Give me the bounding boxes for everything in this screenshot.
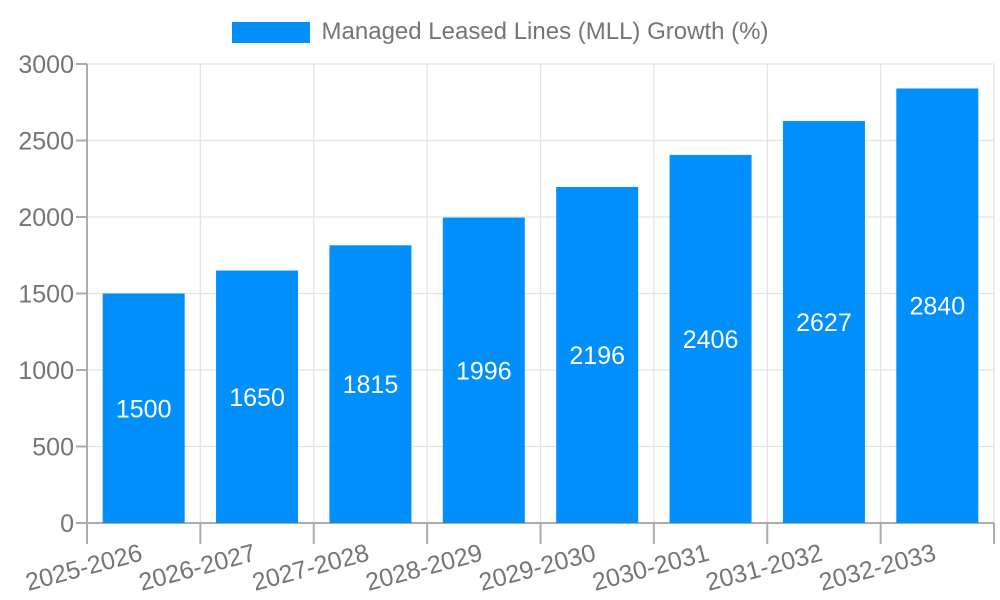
x-tick-label: 2032-2033 [816, 539, 939, 597]
x-tick-label: 2029-2030 [476, 539, 599, 597]
bar[interactable] [556, 187, 639, 523]
bar[interactable] [669, 154, 752, 523]
y-tick-label: 1500 [18, 281, 74, 309]
y-tick-label: 500 [32, 434, 74, 462]
legend-swatch [231, 21, 310, 43]
bar[interactable] [329, 245, 412, 523]
bar-value-label: 1996 [456, 357, 512, 385]
bar[interactable] [216, 270, 299, 523]
bar[interactable] [896, 88, 979, 523]
bar[interactable] [782, 121, 865, 523]
x-tick-label: 2030-2031 [589, 539, 712, 597]
bar-value-label: 2627 [796, 309, 852, 337]
y-tick-label: 1000 [18, 357, 74, 385]
x-tick-label: 2028-2029 [363, 539, 486, 597]
y-tick-label: 0 [60, 510, 74, 538]
y-tick-label: 2500 [18, 128, 74, 156]
bar-value-label: 2196 [569, 342, 625, 370]
bar-value-label: 2406 [683, 326, 739, 354]
bar-value-label: 1500 [116, 395, 172, 423]
y-tick-label: 3000 [18, 51, 74, 79]
legend[interactable]: Managed Leased Lines (MLL) Growth (%) [0, 17, 1000, 47]
bar-value-label: 1815 [343, 371, 399, 399]
x-tick-label: 2027-2028 [249, 539, 372, 597]
x-tick-label: 2025-2026 [23, 539, 146, 597]
y-tick-label: 2000 [18, 204, 74, 232]
x-tick-label: 2026-2027 [136, 539, 259, 597]
bar-value-label: 2840 [910, 293, 966, 321]
legend-label: Managed Leased Lines (MLL) Growth (%) [321, 18, 769, 45]
x-tick-label: 2031-2032 [703, 539, 826, 597]
bar-value-label: 1650 [229, 384, 285, 412]
bar[interactable] [102, 293, 185, 524]
bar[interactable] [442, 217, 525, 523]
